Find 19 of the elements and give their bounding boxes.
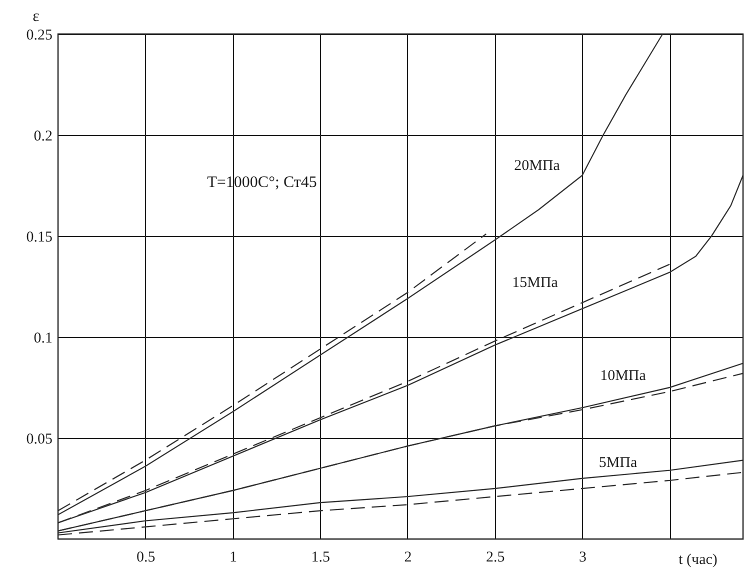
line-series xyxy=(57,33,664,516)
y-axis-title: ε xyxy=(32,8,40,25)
x-tick-label: 1 xyxy=(229,550,237,566)
x-tick-label: 0.5 xyxy=(136,550,156,566)
y-tick-label: 0.25 xyxy=(26,28,52,44)
y-tick-label: 0.1 xyxy=(34,330,52,346)
y-tick-label: 0.15 xyxy=(26,230,52,246)
annotation: 15МПа xyxy=(512,275,558,291)
x-tick-label: 3 xyxy=(578,550,586,566)
x-axis-title: t (час) xyxy=(678,552,718,568)
line-series xyxy=(57,233,487,512)
y-tick-label: 0.2 xyxy=(34,128,52,144)
x-tick-label: 1.5 xyxy=(311,550,330,566)
x-tick-label: 2.5 xyxy=(486,550,505,566)
y-tick-label: 0.05 xyxy=(26,432,52,448)
annotation: 20МПа xyxy=(514,158,560,174)
annotation: 10МПа xyxy=(600,368,646,384)
annotation: 5МПа xyxy=(598,455,638,471)
x-tick-label: 2 xyxy=(404,550,412,566)
